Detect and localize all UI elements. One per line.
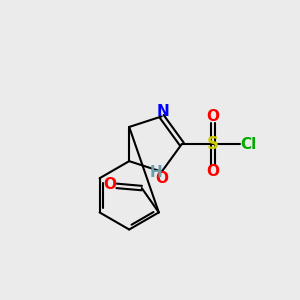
Text: O: O xyxy=(103,178,116,193)
Text: H: H xyxy=(149,165,162,180)
Text: O: O xyxy=(206,109,220,124)
Text: Cl: Cl xyxy=(241,136,257,152)
Text: O: O xyxy=(155,171,168,186)
Text: N: N xyxy=(157,103,169,118)
Text: O: O xyxy=(206,164,220,179)
Text: S: S xyxy=(207,135,219,153)
